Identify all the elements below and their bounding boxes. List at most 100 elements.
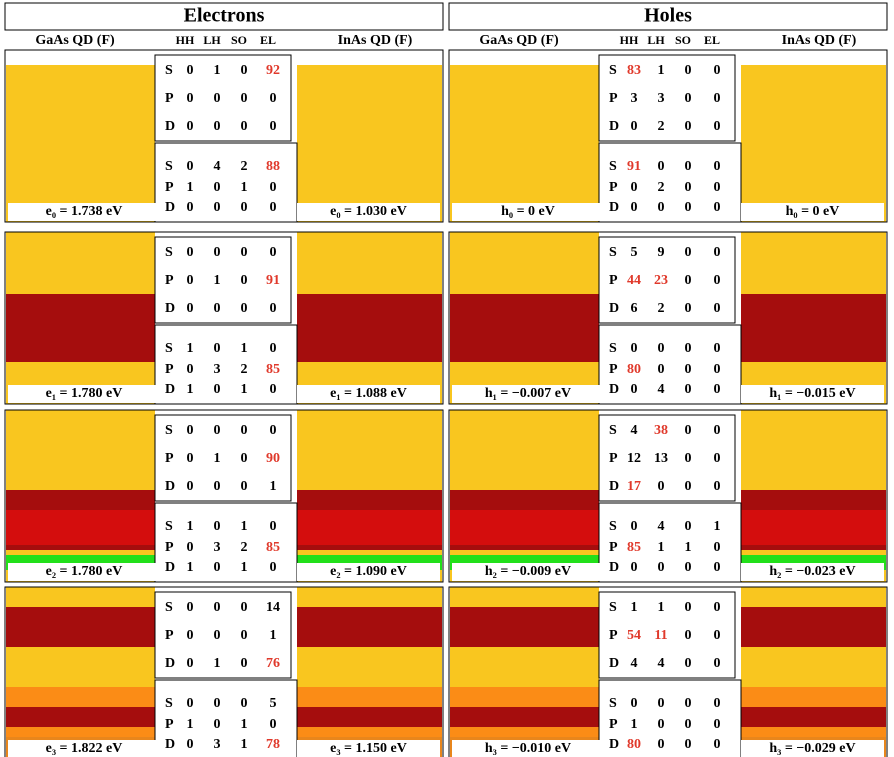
weight-value: 0 [714, 273, 721, 288]
weight-value: 0 [214, 245, 221, 260]
weight-value: 0 [187, 91, 194, 106]
qd-image [741, 294, 886, 362]
weight-value: 3 [214, 362, 221, 377]
weight-value: 0 [658, 200, 665, 215]
orbital-label: S [609, 341, 617, 356]
orbital-label: P [609, 273, 618, 288]
weight-value: 0 [658, 560, 665, 575]
qd-image [450, 510, 600, 545]
column-title: Electrons [184, 5, 265, 27]
orbital-label: P [609, 91, 618, 106]
weight-value: 0 [631, 382, 638, 397]
weight-value: 1 [241, 737, 248, 752]
weight-value: 14 [266, 600, 280, 615]
weight-value: 85 [266, 540, 280, 555]
weight-value: 78 [266, 737, 280, 752]
weight-value: 0 [270, 119, 277, 134]
weight-value: 0 [714, 560, 721, 575]
weight-value: 2 [241, 159, 248, 174]
orbital-label: D [165, 656, 175, 671]
weight-value: 9 [658, 245, 665, 260]
weight-value: 1 [187, 180, 194, 195]
weight-value: 44 [627, 273, 641, 288]
energy-label: h₂ = −0.009 eV [485, 564, 571, 579]
weight-value: 1 [241, 519, 248, 534]
orbital-label: D [609, 301, 619, 316]
weight-value: 2 [658, 180, 665, 195]
weight-value: 0 [631, 560, 638, 575]
weight-value: 0 [270, 91, 277, 106]
orbital-label: D [165, 301, 175, 316]
orbital-label: P [609, 362, 618, 377]
weight-value: 2 [658, 301, 665, 316]
weight-value: 1 [241, 341, 248, 356]
weight-value: 1 [214, 451, 221, 466]
weight-value: 0 [270, 519, 277, 534]
weight-value: 0 [631, 119, 638, 134]
weight-value: 0 [685, 301, 692, 316]
orbital-label: P [165, 451, 174, 466]
energy-label: h₁ = −0.015 eV [769, 386, 855, 401]
weight-value: 0 [214, 519, 221, 534]
orbital-label: S [165, 63, 173, 78]
image-header: GaAs QD (F) [35, 33, 115, 48]
weight-value: 4 [658, 656, 665, 671]
energy-label: e₀ = 1.738 eV [46, 204, 123, 219]
weight-value: 1 [241, 717, 248, 732]
weight-value: 0 [631, 696, 638, 711]
weight-value: 0 [714, 63, 721, 78]
weight-value: 0 [214, 119, 221, 134]
orbital-label: P [609, 451, 618, 466]
weight-value: 0 [658, 159, 665, 174]
orbital-label: D [609, 479, 619, 494]
weight-value: 0 [631, 180, 638, 195]
qd-image [741, 65, 886, 222]
weight-value: 0 [187, 273, 194, 288]
weight-value: 0 [241, 273, 248, 288]
weight-value: 0 [214, 717, 221, 732]
orbital-label: S [165, 696, 173, 711]
qd-image [741, 707, 886, 727]
weight-value: 0 [685, 245, 692, 260]
weight-value: 0 [685, 423, 692, 438]
qd-image [6, 65, 156, 222]
weight-value: 0 [187, 540, 194, 555]
weight-value: 0 [270, 301, 277, 316]
weight-value: 0 [187, 737, 194, 752]
orbital-label: S [165, 519, 173, 534]
energy-label: e₁ = 1.780 eV [46, 386, 123, 401]
orbital-label: P [609, 717, 618, 732]
weight-value: 5 [631, 245, 638, 260]
orbital-label: P [165, 91, 174, 106]
weight-value: 0 [214, 696, 221, 711]
orbital-label: S [609, 600, 617, 615]
orbital-label: P [609, 180, 618, 195]
weight-value: 4 [631, 423, 638, 438]
weight-value: 0 [187, 451, 194, 466]
orbital-label: P [165, 717, 174, 732]
weight-value: 1 [187, 717, 194, 732]
weight-value: 1 [631, 600, 638, 615]
orbital-label: S [609, 423, 617, 438]
weight-value: 0 [187, 159, 194, 174]
weight-value: 38 [654, 423, 668, 438]
weight-value: 1 [685, 540, 692, 555]
weight-value: 76 [266, 656, 280, 671]
weight-value: 0 [214, 479, 221, 494]
weight-value: 2 [658, 119, 665, 134]
weight-value: 0 [714, 159, 721, 174]
weight-value: 0 [685, 63, 692, 78]
weight-value: 0 [214, 180, 221, 195]
weight-value: 0 [241, 63, 248, 78]
weight-value: 1 [658, 540, 665, 555]
weight-value: 5 [270, 696, 277, 711]
qd-image [297, 607, 442, 647]
weight-value: 0 [714, 180, 721, 195]
band-header: SO [675, 33, 691, 47]
qd-image [450, 707, 600, 727]
weight-value: 0 [714, 717, 721, 732]
weight-value: 0 [241, 628, 248, 643]
weight-value: 1 [214, 656, 221, 671]
weight-value: 4 [658, 519, 665, 534]
orbital-label: D [165, 737, 175, 752]
